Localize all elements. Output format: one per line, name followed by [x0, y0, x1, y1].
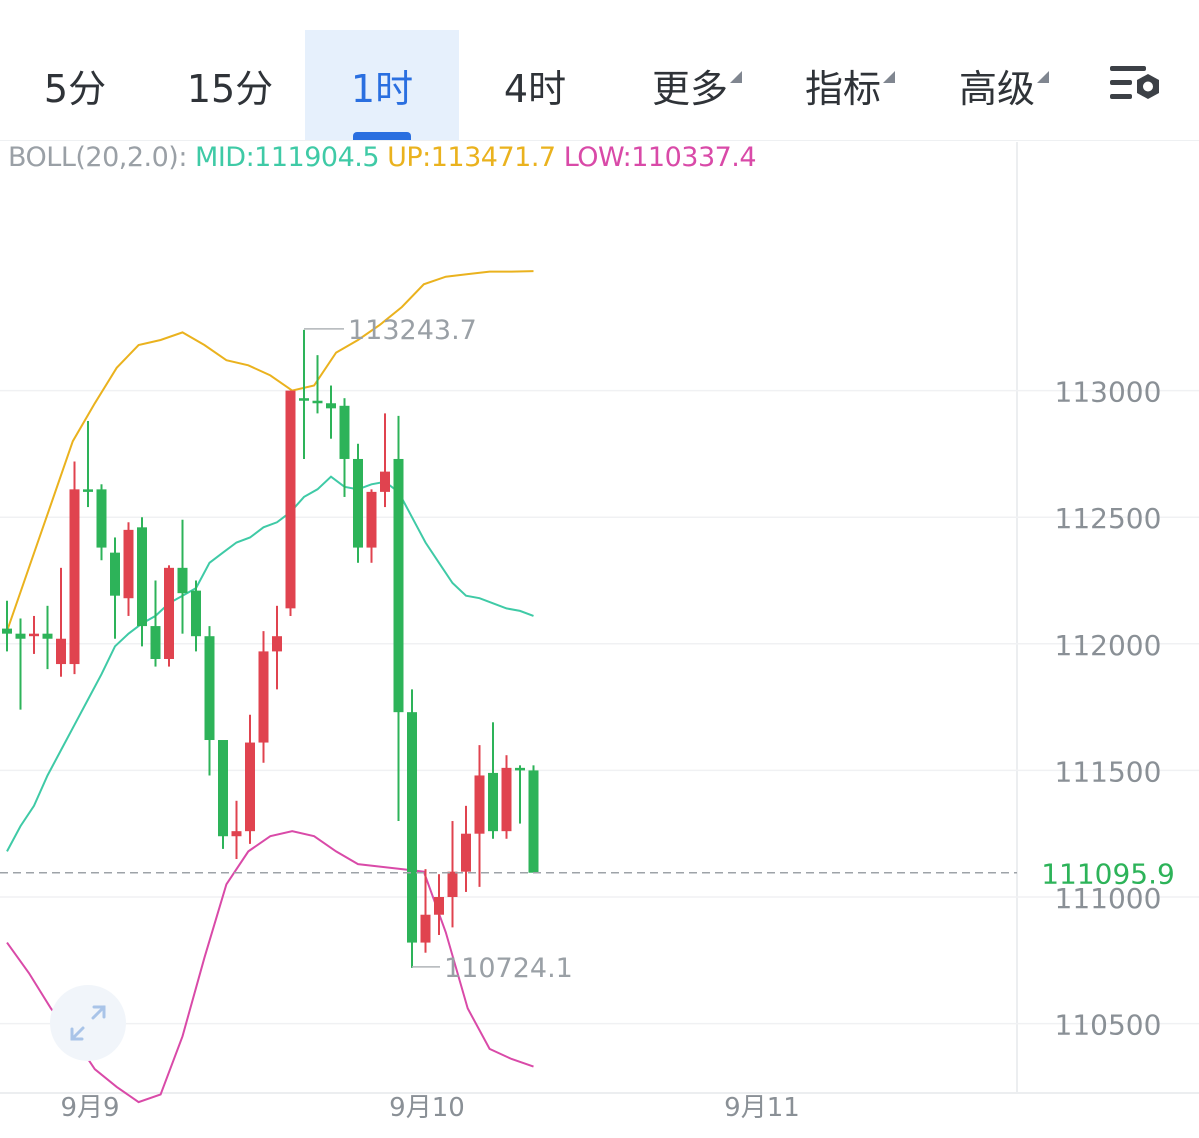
candle-body: [56, 638, 66, 665]
candle-body: [69, 489, 80, 665]
candle-body: [83, 489, 93, 492]
candle-body: [15, 633, 26, 639]
tab-5min[interactable]: 5分: [43, 66, 107, 111]
header-divider: [0, 140, 1199, 141]
fullscreen-button[interactable]: [50, 985, 126, 1061]
candle-body: [2, 628, 12, 634]
active-tab-indicator: [353, 132, 411, 140]
tab-4hour[interactable]: 4时: [503, 66, 567, 111]
x-tick-label: 9月9: [60, 1093, 119, 1123]
y-tick-label: 111000: [1055, 882, 1162, 915]
candle-body: [501, 767, 512, 832]
candle-body: [123, 529, 134, 599]
y-tick-label: 112000: [1055, 629, 1162, 662]
min-price-label: 110724.1: [444, 953, 573, 984]
candle-body: [339, 405, 350, 459]
tab-advanced[interactable]: 高级: [922, 30, 1072, 140]
candle-body: [96, 489, 107, 548]
candle-body: [353, 458, 363, 548]
y-tick-label: 110500: [1055, 1009, 1162, 1042]
boll-indicator-readout: BOLL(20,2.0): MID:111904.5 UP:113471.7 L…: [8, 142, 757, 173]
candle-body: [326, 403, 336, 409]
candle-body: [393, 458, 404, 713]
boll-low: LOW:110337.4: [563, 142, 757, 173]
candle-body: [515, 767, 525, 771]
candle-body: [461, 833, 471, 872]
x-tick-label: 9月11: [724, 1093, 800, 1123]
candle-body: [258, 651, 269, 743]
boll-up: UP:113471.7: [387, 142, 556, 173]
current-price-label: 111095.9: [1041, 858, 1175, 891]
candle-body: [150, 626, 161, 659]
tab-more[interactable]: 更多: [615, 30, 765, 140]
dropdown-triangle-icon: [883, 70, 895, 83]
candle-body: [164, 567, 174, 659]
candle-body: [488, 772, 498, 832]
candle-body: [285, 390, 296, 609]
candle-body: [272, 636, 282, 652]
boll-up-line: [6, 270, 534, 632]
tab-indicators[interactable]: 指标: [768, 30, 918, 140]
candle-body: [42, 633, 53, 639]
y-tick-label: 112500: [1055, 502, 1162, 535]
candle-body: [231, 831, 242, 837]
candle-body: [110, 552, 120, 596]
boll-mid-line: [6, 475, 534, 852]
max-price-label: 113243.7: [348, 315, 477, 346]
candle-body: [407, 712, 417, 943]
candle-body: [312, 400, 323, 404]
candle-body: [366, 491, 377, 548]
candle-body: [245, 742, 255, 832]
boll-mid: MID:111904.5: [195, 142, 380, 173]
tab-1hour[interactable]: 1时: [305, 30, 459, 140]
dropdown-triangle-icon: [730, 70, 742, 83]
candle-body: [177, 567, 188, 594]
candle-body: [434, 897, 444, 915]
candle-body: [447, 871, 458, 897]
x-tick-label: 9月10: [389, 1093, 465, 1123]
tab-15min[interactable]: 15分: [186, 66, 274, 111]
candle-body: [29, 633, 39, 637]
candle-body: [191, 590, 201, 637]
chart-settings-icon[interactable]: [1108, 62, 1164, 108]
candle-body: [474, 775, 485, 834]
y-tick-label: 111500: [1055, 755, 1162, 788]
y-tick-label: 113000: [1055, 376, 1162, 409]
dropdown-triangle-icon: [1037, 70, 1049, 83]
timeframe-tabs: 5分 15分 1时 4时 更多 指标 高级: [0, 30, 1199, 140]
candle-body: [299, 398, 309, 401]
current-price-tag: [1018, 854, 1199, 891]
candle-body: [528, 770, 539, 873]
candle-body: [380, 471, 390, 492]
candle-body: [137, 527, 147, 627]
candle-body: [420, 914, 431, 943]
expand-arrows-icon: [70, 1005, 106, 1041]
boll-low-line: [6, 830, 534, 1104]
candle-body: [204, 636, 215, 741]
candle-body: [218, 740, 228, 837]
boll-prefix: BOLL(20,2.0):: [8, 142, 187, 173]
